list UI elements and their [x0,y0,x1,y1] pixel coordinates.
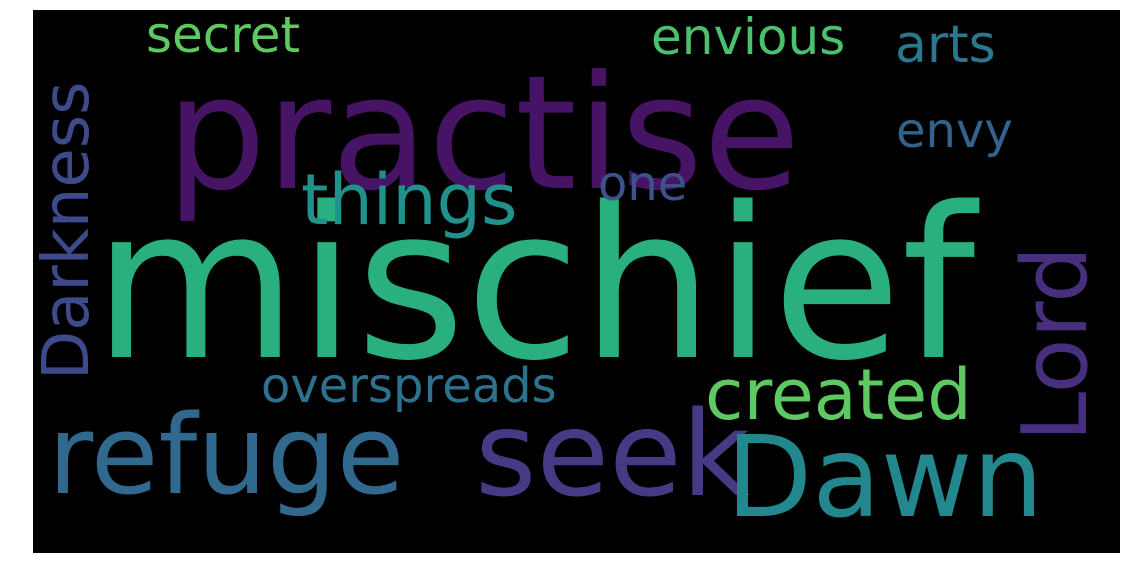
word-created: created [705,354,972,436]
word-seek: seek [475,385,751,523]
word-lord: Lord [1003,245,1108,442]
word-darkness: Darkness [33,81,104,381]
word-dawn: Dawn [726,413,1044,543]
word-things: things [301,159,518,241]
word-overspreads: overspreads [261,358,557,414]
word-one: one [598,156,688,212]
word-practise: practise [166,42,801,226]
word-mischief: mischief [93,162,976,407]
word-envious: envious [651,10,846,66]
word-cloud: practise mischief refuge seek Dawn Lord … [33,10,1120,553]
word-envy: envy [896,103,1013,159]
word-arts: arts [895,15,996,75]
word-secret: secret [146,10,301,64]
word-refuge: refuge [48,391,405,519]
